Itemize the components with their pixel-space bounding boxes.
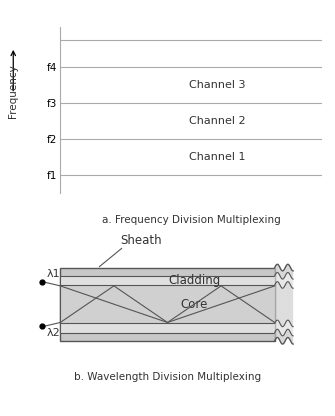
Text: Cladding: Cladding <box>168 274 220 287</box>
Text: Core: Core <box>181 298 208 311</box>
Text: b. Wavelength Division Multiplexing: b. Wavelength Division Multiplexing <box>74 372 261 382</box>
Text: Sheath: Sheath <box>120 234 161 247</box>
Bar <box>60 285 275 323</box>
Text: Channel 2: Channel 2 <box>189 116 246 126</box>
Text: λ2: λ2 <box>47 328 61 338</box>
Bar <box>60 276 275 332</box>
Text: Frequency: Frequency <box>8 64 18 119</box>
Bar <box>60 267 275 341</box>
Text: λ1: λ1 <box>47 270 61 280</box>
Text: Channel 3: Channel 3 <box>189 80 245 90</box>
Text: a. Frequency Division Multiplexing: a. Frequency Division Multiplexing <box>102 215 280 225</box>
Text: Channel 1: Channel 1 <box>189 152 245 162</box>
